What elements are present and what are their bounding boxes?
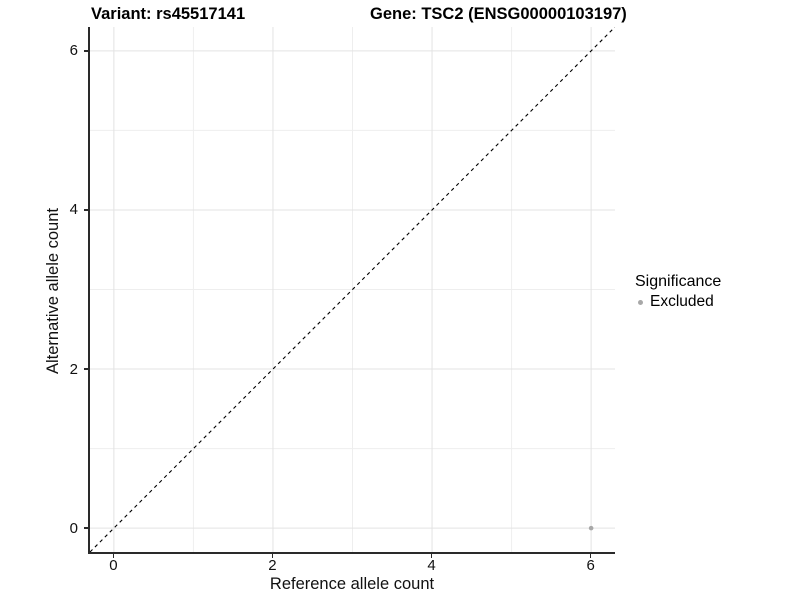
x-tick-label: 6 <box>586 557 595 574</box>
legend: Significance Excluded <box>635 273 721 311</box>
legend-item-excluded: Excluded <box>635 293 721 311</box>
x-tick-mark <box>589 553 592 558</box>
y-tick-label: 2 <box>69 360 78 378</box>
x-axis-title: Reference allele count <box>269 575 435 593</box>
y-axis-title: Alternative allele count <box>44 208 62 375</box>
x-tick-label: 2 <box>268 557 277 574</box>
identity-line <box>89 27 615 552</box>
x-tick-label: 0 <box>109 557 118 574</box>
legend-title: Significance <box>635 273 722 290</box>
gene-title: Gene: TSC2 (ENSG00000103197) <box>370 5 627 23</box>
y-tick-mark <box>83 368 88 370</box>
x-tick-mark <box>271 553 274 558</box>
legend-key-dot-icon <box>638 299 643 305</box>
plot-panel <box>89 27 615 552</box>
y-tick-mark <box>83 209 88 211</box>
y-tick-label: 4 <box>69 201 78 219</box>
data-point <box>588 525 593 531</box>
legend-item-label: Excluded <box>650 293 714 310</box>
y-tick-label: 0 <box>69 519 78 537</box>
y-tick-mark <box>83 527 88 529</box>
y-tick-mark <box>83 50 88 52</box>
x-tick-mark <box>112 553 114 558</box>
x-tick-mark <box>430 553 433 558</box>
y-axis-line <box>88 27 90 554</box>
x-axis-line <box>88 552 615 554</box>
variant-title: Variant: rs45517141 <box>91 5 246 23</box>
y-tick-label: 6 <box>69 42 78 60</box>
x-tick-label: 4 <box>427 557 436 574</box>
